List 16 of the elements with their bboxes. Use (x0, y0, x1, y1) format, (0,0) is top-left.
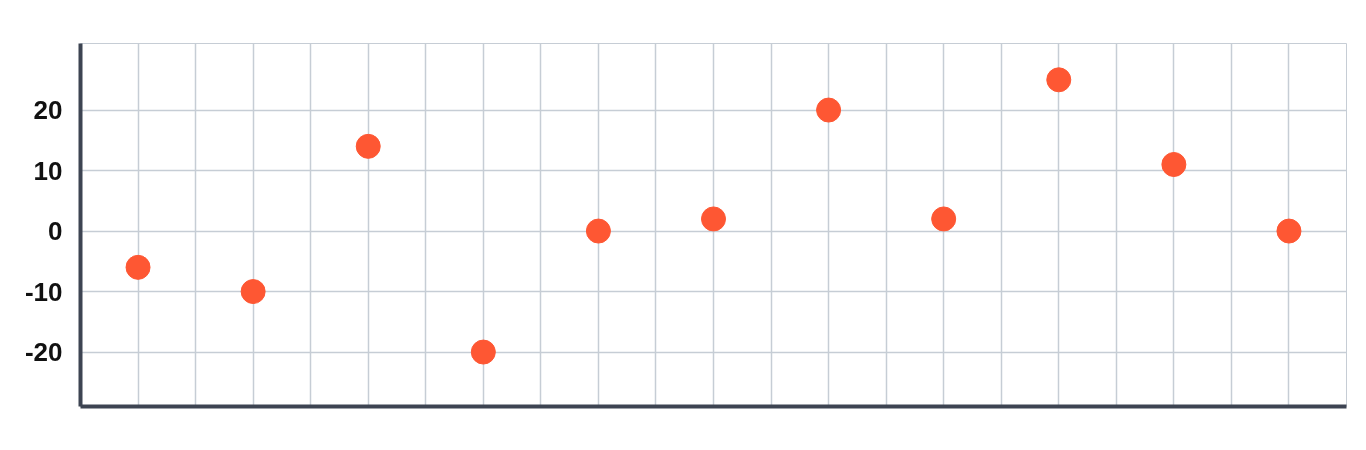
point (125, 254, 151, 280)
y-tick-label: 20 (33, 95, 63, 126)
point (470, 339, 496, 365)
y-tick-label: -20 (24, 337, 63, 368)
y-tick-label: 0 (48, 216, 63, 247)
y-tick-label: 10 (33, 155, 63, 186)
point (816, 97, 842, 123)
point (585, 218, 611, 244)
point (240, 279, 266, 305)
point (1161, 152, 1187, 177)
y-tick-label: -10 (24, 276, 63, 307)
point (1276, 218, 1302, 244)
point (931, 206, 957, 232)
point (701, 206, 726, 232)
point (355, 133, 381, 159)
point (1046, 67, 1072, 93)
